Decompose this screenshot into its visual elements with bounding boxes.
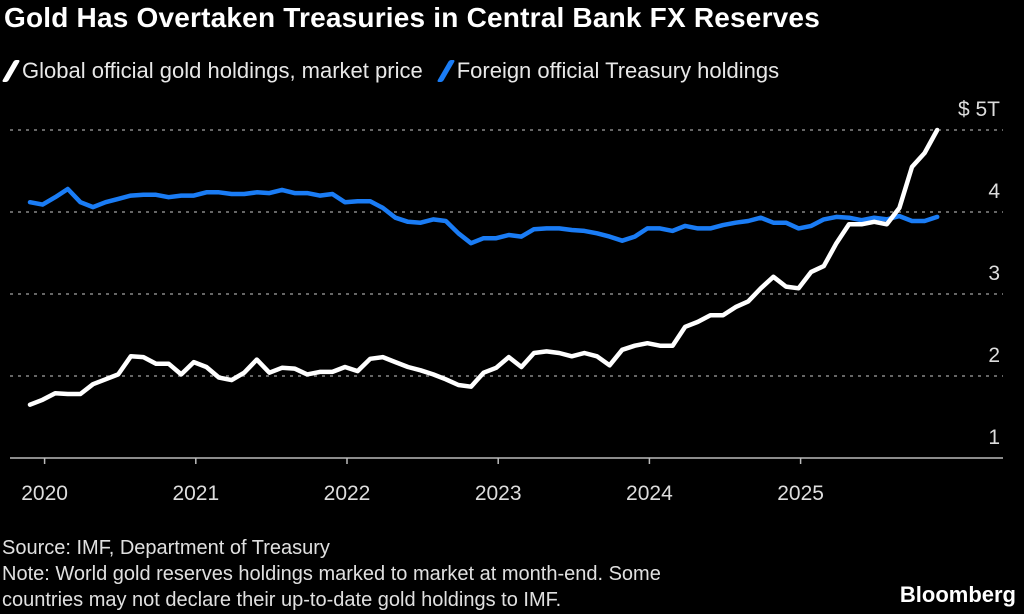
x-tick-label: 2022 — [324, 482, 371, 505]
x-tick-label: 2025 — [777, 482, 824, 505]
x-tick-label: 2020 — [21, 482, 68, 505]
x-tick-label: 2024 — [626, 482, 673, 505]
x-tick-label: 2023 — [475, 482, 522, 505]
legend-label-treasury: Foreign official Treasury holdings — [456, 58, 780, 83]
y-tick-label: 3 — [988, 262, 1000, 285]
legend-item-treasury: Foreign official Treasury holdings — [436, 58, 780, 84]
y-tick-label: 4 — [988, 180, 1000, 203]
bloomberg-logo: Bloomberg — [899, 582, 1016, 607]
chart-title: Gold Has Overtaken Treasuries in Central… — [4, 2, 820, 33]
legend-label-gold: Global official gold holdings, market pr… — [22, 58, 423, 83]
note-line-2: countries may not declare their up-to-da… — [2, 589, 562, 611]
y-tick-label: 2 — [988, 344, 1000, 367]
legend: Global official gold holdings, market pr… — [1, 58, 780, 84]
x-tick-label: 2021 — [172, 482, 219, 505]
legend-item-gold: Global official gold holdings, market pr… — [1, 58, 423, 84]
y-tick-label: $ 5T — [958, 98, 1000, 121]
y-tick-label: 1 — [988, 426, 1000, 449]
series-line-treasury — [27, 186, 940, 246]
series-line-gold — [27, 127, 940, 407]
source-text: Source: IMF, Department of Treasury — [2, 537, 330, 559]
note-line-1: Note: World gold reserves holdings marke… — [2, 563, 661, 585]
